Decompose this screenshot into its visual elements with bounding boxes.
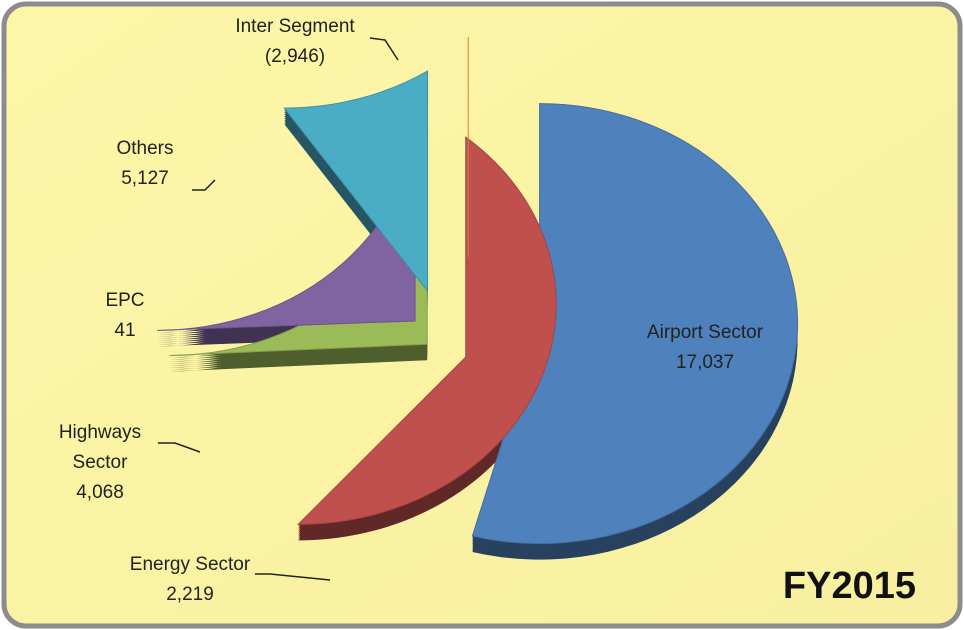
slice-label: Energy Sector 2,219 (110, 550, 270, 610)
category-label: Airport Sector (646, 322, 764, 343)
leader-lines (158, 37, 399, 581)
slice (283, 70, 429, 293)
value-label: 2,219 (166, 584, 214, 605)
category-label: Inter Segment (235, 16, 355, 37)
slice-label: Others 5,127 (95, 134, 195, 194)
value-label: 4,068 (76, 482, 124, 503)
slice-label: EPC 41 (95, 286, 155, 346)
category-label: Others (116, 138, 174, 159)
value-label: 5,127 (121, 168, 169, 189)
annotation: FY2015 (782, 565, 916, 607)
leader-line (255, 573, 331, 581)
slice-label: Inter Segment (2,946) (205, 12, 385, 72)
leader-line (158, 442, 201, 453)
slice (471, 103, 798, 545)
slice (296, 136, 557, 525)
pie (157, 36, 798, 560)
category-label: Energy Sector (129, 554, 251, 575)
category-label: EPC (105, 290, 145, 311)
value-label: (2,946) (264, 46, 326, 67)
slice-label: Highways Sector 4,068 (40, 418, 160, 508)
leader-line (369, 37, 399, 61)
value-label: 17,037 (675, 352, 735, 373)
leader-line (192, 179, 216, 191)
value-label: 41 (114, 320, 136, 341)
slice-label: Airport Sector 17,037 (620, 318, 790, 378)
category-label: Highways Sector (58, 422, 142, 473)
